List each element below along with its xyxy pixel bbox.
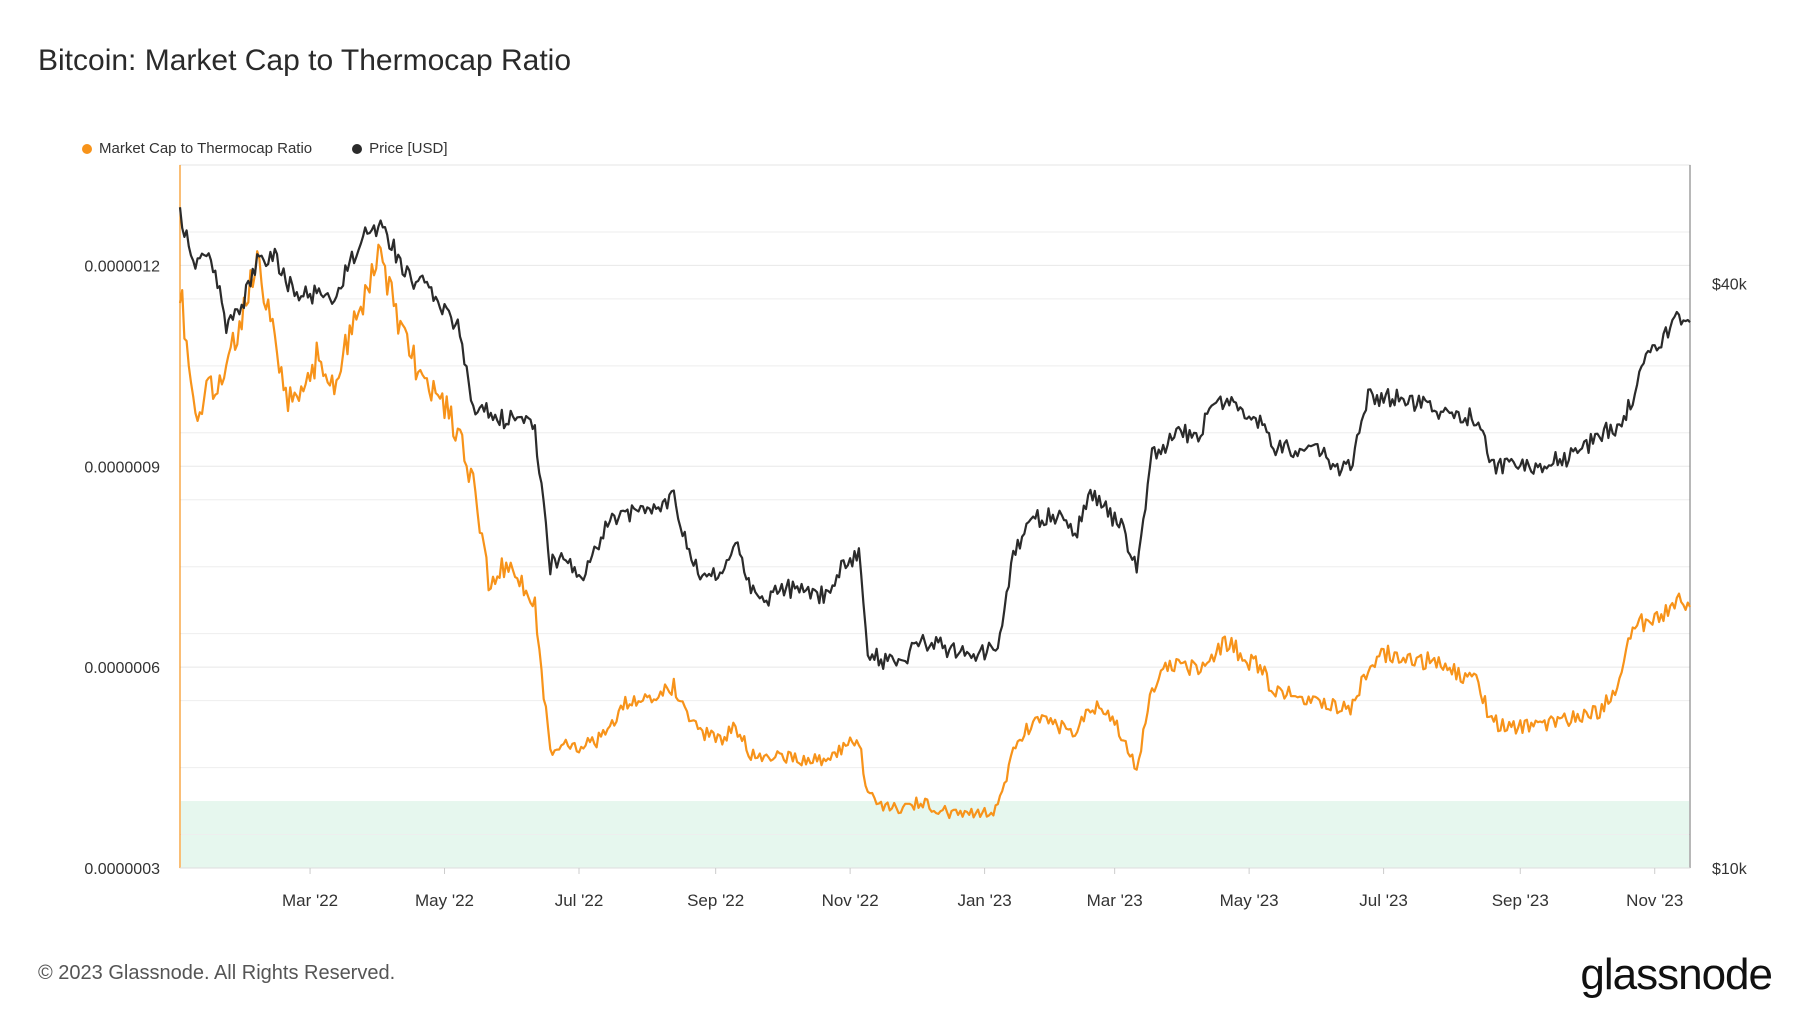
glassnode-logo: glassnode bbox=[1580, 950, 1773, 999]
x-tick-label-0: Mar '22 bbox=[282, 891, 338, 910]
x-tick-label-9: Sep '23 bbox=[1492, 891, 1549, 910]
y-left-tick-label-0: 0.0000012 bbox=[84, 258, 160, 275]
y-right-tick-label-0: $40k bbox=[1712, 277, 1748, 294]
copyright-text: © 2023 Glassnode. All Rights Reserved. bbox=[38, 962, 396, 984]
legend-dot-price bbox=[352, 143, 363, 154]
x-tick-label-7: May '23 bbox=[1220, 891, 1279, 910]
y-left-tick-label-1: 0.0000009 bbox=[84, 459, 160, 476]
x-tick-label-3: Sep '22 bbox=[687, 891, 744, 910]
legend-item-price[interactable]: Price [USD] bbox=[352, 140, 448, 157]
legend: Market Cap to Thermocap Ratio Price [USD… bbox=[82, 140, 448, 157]
x-tick-label-5: Jan '23 bbox=[957, 891, 1011, 910]
x-tick-label-10: Nov '23 bbox=[1626, 891, 1683, 910]
legend-item-ratio[interactable]: Market Cap to Thermocap Ratio bbox=[82, 140, 312, 157]
x-tick-label-4: Nov '22 bbox=[822, 891, 879, 910]
y-right-tick-label-1: $10k bbox=[1712, 861, 1748, 878]
y-left-tick-label-3: 0.0000003 bbox=[84, 861, 160, 878]
series-line-ratio bbox=[178, 243, 1691, 820]
y-left-tick-label-2: 0.0000006 bbox=[84, 660, 160, 677]
series-line-price bbox=[178, 207, 1691, 671]
plot-area bbox=[179, 164, 1691, 869]
legend-label-price: Price [USD] bbox=[369, 140, 448, 157]
legend-label-ratio: Market Cap to Thermocap Ratio bbox=[99, 140, 313, 157]
x-tick-label-6: Mar '23 bbox=[1087, 891, 1143, 910]
x-tick-label-1: May '22 bbox=[415, 891, 474, 910]
x-tick-label-8: Jul '23 bbox=[1359, 891, 1408, 910]
chart-title: Bitcoin: Market Cap to Thermocap Ratio bbox=[38, 44, 572, 77]
x-tick-label-2: Jul '22 bbox=[555, 891, 604, 910]
legend-dot-ratio bbox=[82, 143, 92, 154]
